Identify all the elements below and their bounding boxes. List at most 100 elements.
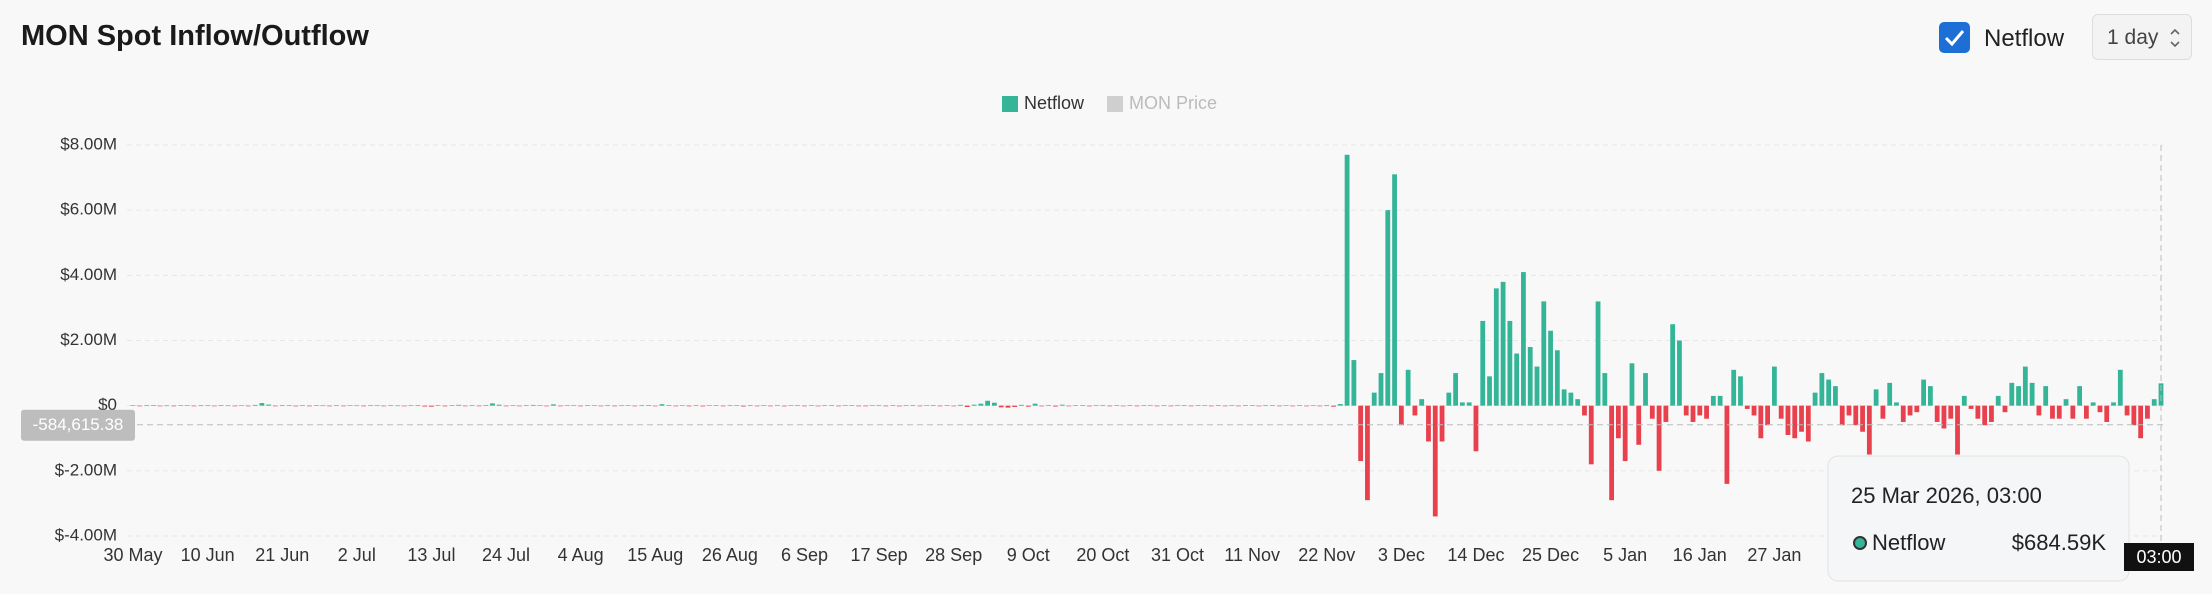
bar: [401, 405, 407, 407]
bar: [2117, 369, 2123, 406]
bar: [2050, 405, 2055, 419]
y-tick-label: $2.00M: [60, 330, 117, 349]
bar: [537, 405, 543, 406]
bar: [1622, 405, 1628, 462]
bar: [2056, 405, 2062, 419]
bar: [659, 404, 665, 406]
bar: [334, 405, 339, 406]
bar: [876, 405, 882, 406]
bar: [1317, 405, 1323, 407]
bar: [1724, 405, 1730, 484]
bar: [429, 405, 434, 407]
bar: [1507, 320, 1513, 406]
bar: [707, 405, 712, 406]
bar: [1487, 376, 1492, 406]
bar: [1337, 404, 1343, 406]
bar: [903, 405, 909, 406]
bar: [564, 405, 570, 406]
bar: [1989, 405, 1994, 422]
bar: [863, 405, 868, 407]
bar: [503, 405, 509, 407]
bar: [822, 405, 828, 406]
x-tick-label: 16 Jan: [1673, 545, 1727, 565]
bar: [1039, 405, 1045, 407]
x-tick-label: 14 Dec: [1447, 545, 1504, 565]
bar: [917, 405, 923, 407]
bar: [239, 405, 244, 406]
bar: [1358, 405, 1364, 462]
bar: [605, 405, 611, 406]
bar: [1629, 363, 1635, 406]
bar: [1249, 405, 1255, 406]
bar: [1866, 405, 1872, 455]
bar: [211, 405, 217, 407]
bar: [442, 405, 448, 407]
crosshair-time: 03:00: [2136, 547, 2181, 567]
bar: [849, 405, 855, 406]
bar: [354, 405, 360, 407]
x-tick-label: 10 Jun: [181, 545, 235, 565]
bar: [184, 405, 190, 406]
bar: [944, 405, 950, 406]
netflow-checkbox[interactable]: [1939, 22, 1970, 53]
bar: [1643, 373, 1648, 406]
bar: [1812, 392, 1818, 406]
bar: [1704, 405, 1709, 419]
x-tick-label: 11 Nov: [1224, 545, 1280, 565]
bar: [273, 405, 278, 407]
bar: [2077, 386, 2083, 406]
bar: [2124, 405, 2130, 416]
bar: [1439, 405, 1445, 442]
bar: [286, 405, 292, 406]
legend-swatch: [1107, 96, 1123, 112]
bar: [1819, 373, 1825, 406]
bar: [1493, 288, 1499, 406]
bar: [1256, 405, 1262, 407]
interval-select[interactable]: 1 day: [2092, 14, 2192, 60]
bar: [897, 405, 902, 407]
bar: [1982, 405, 1988, 426]
bar: [191, 405, 197, 407]
bar: [591, 405, 597, 406]
bar: [632, 405, 638, 407]
bar: [381, 405, 387, 407]
bar: [1412, 405, 1418, 416]
bar: [1873, 389, 1879, 406]
bar: [490, 403, 495, 406]
bar: [1690, 405, 1696, 422]
bar: [300, 405, 305, 406]
bar: [1114, 405, 1119, 406]
bar: [781, 405, 787, 407]
bar: [720, 405, 726, 407]
bar: [1195, 405, 1201, 406]
bar: [835, 405, 841, 407]
bar: [788, 405, 794, 406]
bar: [1710, 395, 1716, 406]
tooltip-dot: [1853, 536, 1867, 550]
checkbox-label[interactable]: Netflow: [1984, 25, 2065, 52]
bar: [1005, 405, 1011, 408]
bar: [1222, 405, 1228, 407]
bar: [347, 405, 353, 406]
bar: [1141, 405, 1147, 406]
bar: [1636, 405, 1642, 445]
bar: [1215, 405, 1221, 406]
bar: [1012, 405, 1018, 407]
bar: [998, 405, 1004, 408]
bar: [1860, 405, 1865, 432]
bar: [1229, 405, 1235, 406]
bar: [741, 405, 746, 407]
bar: [1846, 405, 1852, 416]
bar: [1907, 405, 1913, 416]
bar: [1270, 405, 1275, 406]
bar: [1771, 366, 1777, 406]
bar: [1670, 324, 1676, 406]
bar: [890, 405, 896, 406]
bar: [924, 405, 929, 406]
legend-label: Netflow: [1024, 93, 1085, 113]
bar: [1968, 405, 1974, 409]
bar: [795, 405, 801, 406]
bar: [1534, 366, 1540, 406]
bar: [1310, 405, 1316, 406]
